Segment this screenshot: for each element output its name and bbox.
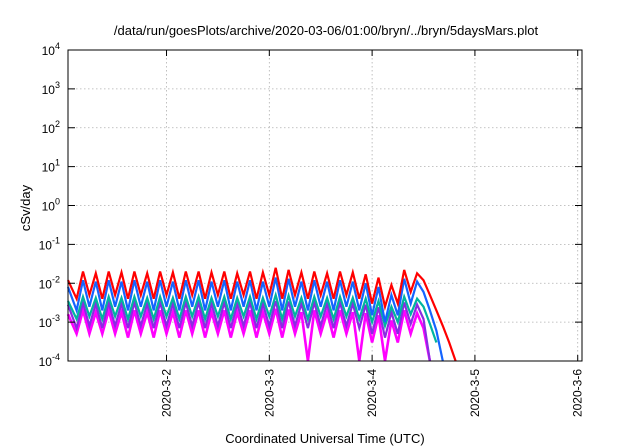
y-tick-exponent: 3 <box>55 80 60 90</box>
y-tick-label: 10-3 <box>39 313 60 330</box>
y-tick-label: 103 <box>42 80 60 97</box>
y-tick-label: 102 <box>42 119 60 136</box>
y-tick-base: 10 <box>42 161 56 175</box>
y-tick-label: 104 <box>42 41 60 58</box>
y-tick-label: 10-1 <box>39 235 60 252</box>
y-tick-exponent: -4 <box>52 352 60 362</box>
series-group <box>66 267 457 362</box>
x-axis-label: Coordinated Universal Time (UTC) <box>225 431 424 446</box>
y-tick-label: 10-4 <box>39 352 60 369</box>
y-tick-exponent: 1 <box>55 158 60 168</box>
y-axis-label: cSv/day <box>18 184 33 231</box>
y-tick-label: 10-2 <box>39 274 60 291</box>
y-tick-exponent: 4 <box>55 41 60 51</box>
y-tick-exponent: -3 <box>52 313 60 323</box>
y-tick-base: 10 <box>39 355 53 369</box>
axis-ticks: 2020-3-2 2020-3-3 2020-3-4 2020-3-5 2020-3-6… <box>39 41 585 417</box>
y-tick-exponent: -1 <box>52 235 60 245</box>
y-tick-exponent: 0 <box>55 197 60 207</box>
x-tick-label: 2020-3-5 <box>468 369 482 417</box>
y-tick-base: 10 <box>39 238 53 252</box>
y-tick-base: 10 <box>42 44 56 58</box>
series-line-3 <box>67 290 438 343</box>
chart-title: /data/run/goesPlots/archive/2020-03-06/0… <box>114 23 539 38</box>
series-line-4 <box>66 298 431 362</box>
x-tick-label: 2020-3-2 <box>160 369 174 417</box>
y-tick-base: 10 <box>42 200 56 214</box>
y-tick-base: 10 <box>39 316 53 330</box>
y-tick-base: 10 <box>42 122 56 136</box>
series-line-5 <box>66 305 432 362</box>
y-tick-exponent: 2 <box>55 119 60 129</box>
y-tick-exponent: -2 <box>52 274 60 284</box>
x-tick-label: 2020-3-4 <box>365 369 379 417</box>
series-line-1 <box>67 267 457 362</box>
series-line-2 <box>66 277 444 362</box>
x-tick-label: 2020-3-6 <box>571 369 585 417</box>
y-tick-base: 10 <box>42 83 56 97</box>
y-tick-base: 10 <box>39 277 53 291</box>
y-tick-label: 101 <box>42 158 60 175</box>
x-tick-label: 2020-3-3 <box>262 369 276 417</box>
y-tick-label: 100 <box>42 197 60 214</box>
